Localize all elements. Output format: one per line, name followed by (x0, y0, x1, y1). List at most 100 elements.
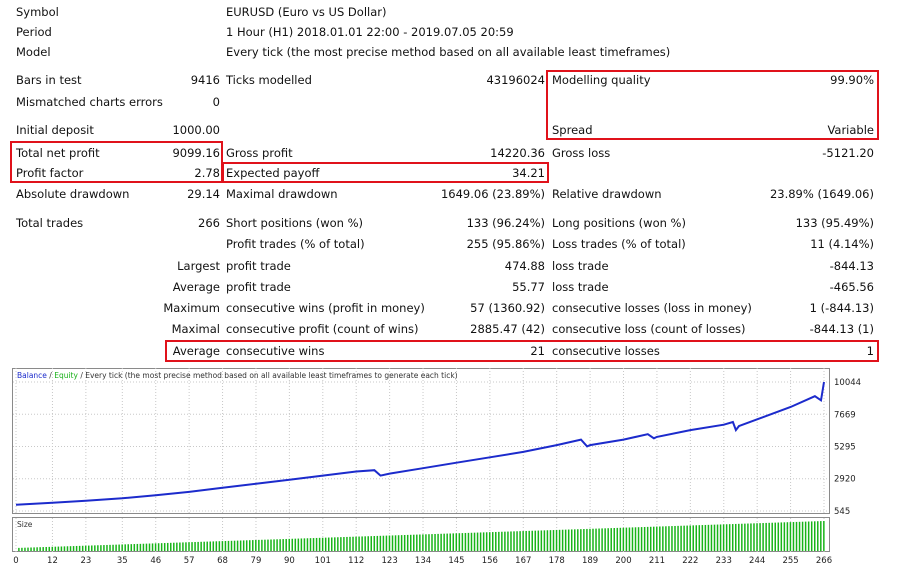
x-tick-label: 222 (682, 556, 698, 566)
volume-bar (367, 536, 369, 551)
volume-bar (628, 527, 631, 551)
volume-bar (258, 539, 260, 551)
volume-bar (109, 544, 111, 551)
volume-bar (710, 524, 713, 551)
model-label: Model (16, 45, 51, 59)
volume-bar (45, 546, 47, 551)
volume-bar (646, 526, 649, 551)
volume-bar (197, 541, 199, 551)
loss-trades-label: Loss trades (% of total) (552, 237, 686, 251)
volume-bar (139, 543, 142, 551)
volume-bar (674, 525, 676, 551)
volume-bar (768, 522, 770, 551)
main-plot-frame (12, 368, 830, 514)
volume-bars (18, 521, 825, 551)
volume-bar (373, 536, 376, 551)
maximal-drawdown-label: Maximal drawdown (226, 187, 338, 201)
volume-bar (476, 532, 479, 551)
volume-bar (51, 546, 54, 551)
initial-deposit-value: 1000.00 (172, 123, 220, 137)
volume-bar (188, 542, 190, 551)
volume-bar (179, 542, 181, 551)
volume-bar (72, 546, 75, 551)
average-profit-label: profit trade (226, 280, 291, 294)
volume-bar (252, 540, 254, 551)
volume-bar (337, 537, 339, 551)
volume-bar (157, 543, 160, 551)
gross-profit-label: Gross profit (226, 146, 293, 160)
symbol-value: EURUSD (Euro vs US Dollar) (226, 5, 387, 19)
x-tick-label: 0 (13, 556, 18, 566)
volume-bar (801, 521, 804, 551)
volume-bar (689, 525, 691, 551)
volume-bar (57, 546, 60, 551)
maximum-prefix: Maximum (163, 301, 220, 315)
volume-bar (437, 533, 439, 551)
volume-bar (391, 535, 394, 551)
volume-bar (698, 525, 701, 551)
highlight-expected-payoff (222, 162, 549, 183)
volume-bar (69, 546, 72, 551)
balance-line (15, 381, 825, 506)
volume-bar (245, 540, 248, 551)
volume-bar (154, 543, 157, 551)
y-tick-label: 545 (834, 507, 850, 517)
period-label: Period (16, 25, 52, 39)
mismatched-value: 0 (212, 95, 220, 109)
average-consec-losses-value: 1 (866, 344, 874, 358)
volume-bar (112, 544, 114, 551)
volume-bar (21, 547, 23, 551)
volume-bar (586, 528, 588, 551)
volume-bar (446, 533, 448, 551)
volume-bar (677, 525, 679, 551)
volume-bar (656, 526, 658, 551)
highlight-profit-summary (10, 141, 223, 183)
volume-bar (218, 541, 221, 551)
volume-bar (671, 526, 673, 551)
average-loss-label: loss trade (552, 280, 609, 294)
volume-bar (759, 523, 761, 551)
volume-bar (385, 535, 388, 551)
volume-bar (191, 542, 193, 551)
spread-label: Spread (552, 123, 593, 137)
x-tick-label: 156 (482, 556, 498, 566)
volume-bar (309, 538, 312, 551)
volume-bar (145, 543, 148, 551)
volume-bar (558, 529, 561, 551)
volume-bar (701, 525, 704, 551)
volume-bar (349, 536, 351, 551)
volume-bar (358, 536, 360, 551)
volume-bar (124, 544, 126, 551)
volume-bar (601, 528, 603, 551)
volume-bar (783, 522, 786, 551)
legend-sep: / (47, 371, 54, 380)
symbol-label: Symbol (16, 5, 59, 19)
y-tick-label: 5295 (834, 442, 856, 452)
x-tick-label: 112 (348, 556, 364, 566)
volume-bar (255, 539, 257, 551)
maximal-profit-value: 2885.47 (42) (470, 322, 545, 336)
volume-bar (36, 547, 38, 551)
volume-bar (273, 539, 275, 551)
short-positions-label: Short positions (won %) (226, 216, 364, 230)
volume-bar (637, 527, 640, 551)
volume-bar (464, 532, 467, 551)
volume-bar (182, 542, 184, 551)
volume-bar (321, 537, 324, 551)
volume-bar (695, 525, 698, 551)
volume-bar (570, 529, 573, 551)
volume-bar (133, 544, 136, 551)
volume-bar (507, 531, 509, 551)
y-tick-label: 7669 (834, 410, 856, 420)
volume-bar (24, 547, 26, 551)
volume-bar (206, 541, 208, 551)
volume-bar (540, 530, 543, 551)
maximal-loss-label: consecutive loss (count of losses) (552, 322, 746, 336)
volume-bar (652, 526, 655, 551)
volume-bar (461, 533, 464, 551)
volume-bar (203, 541, 205, 551)
volume-bar (735, 523, 737, 551)
volume-bar (649, 526, 652, 551)
volume-bar (230, 540, 233, 551)
volume-bar (722, 524, 725, 551)
